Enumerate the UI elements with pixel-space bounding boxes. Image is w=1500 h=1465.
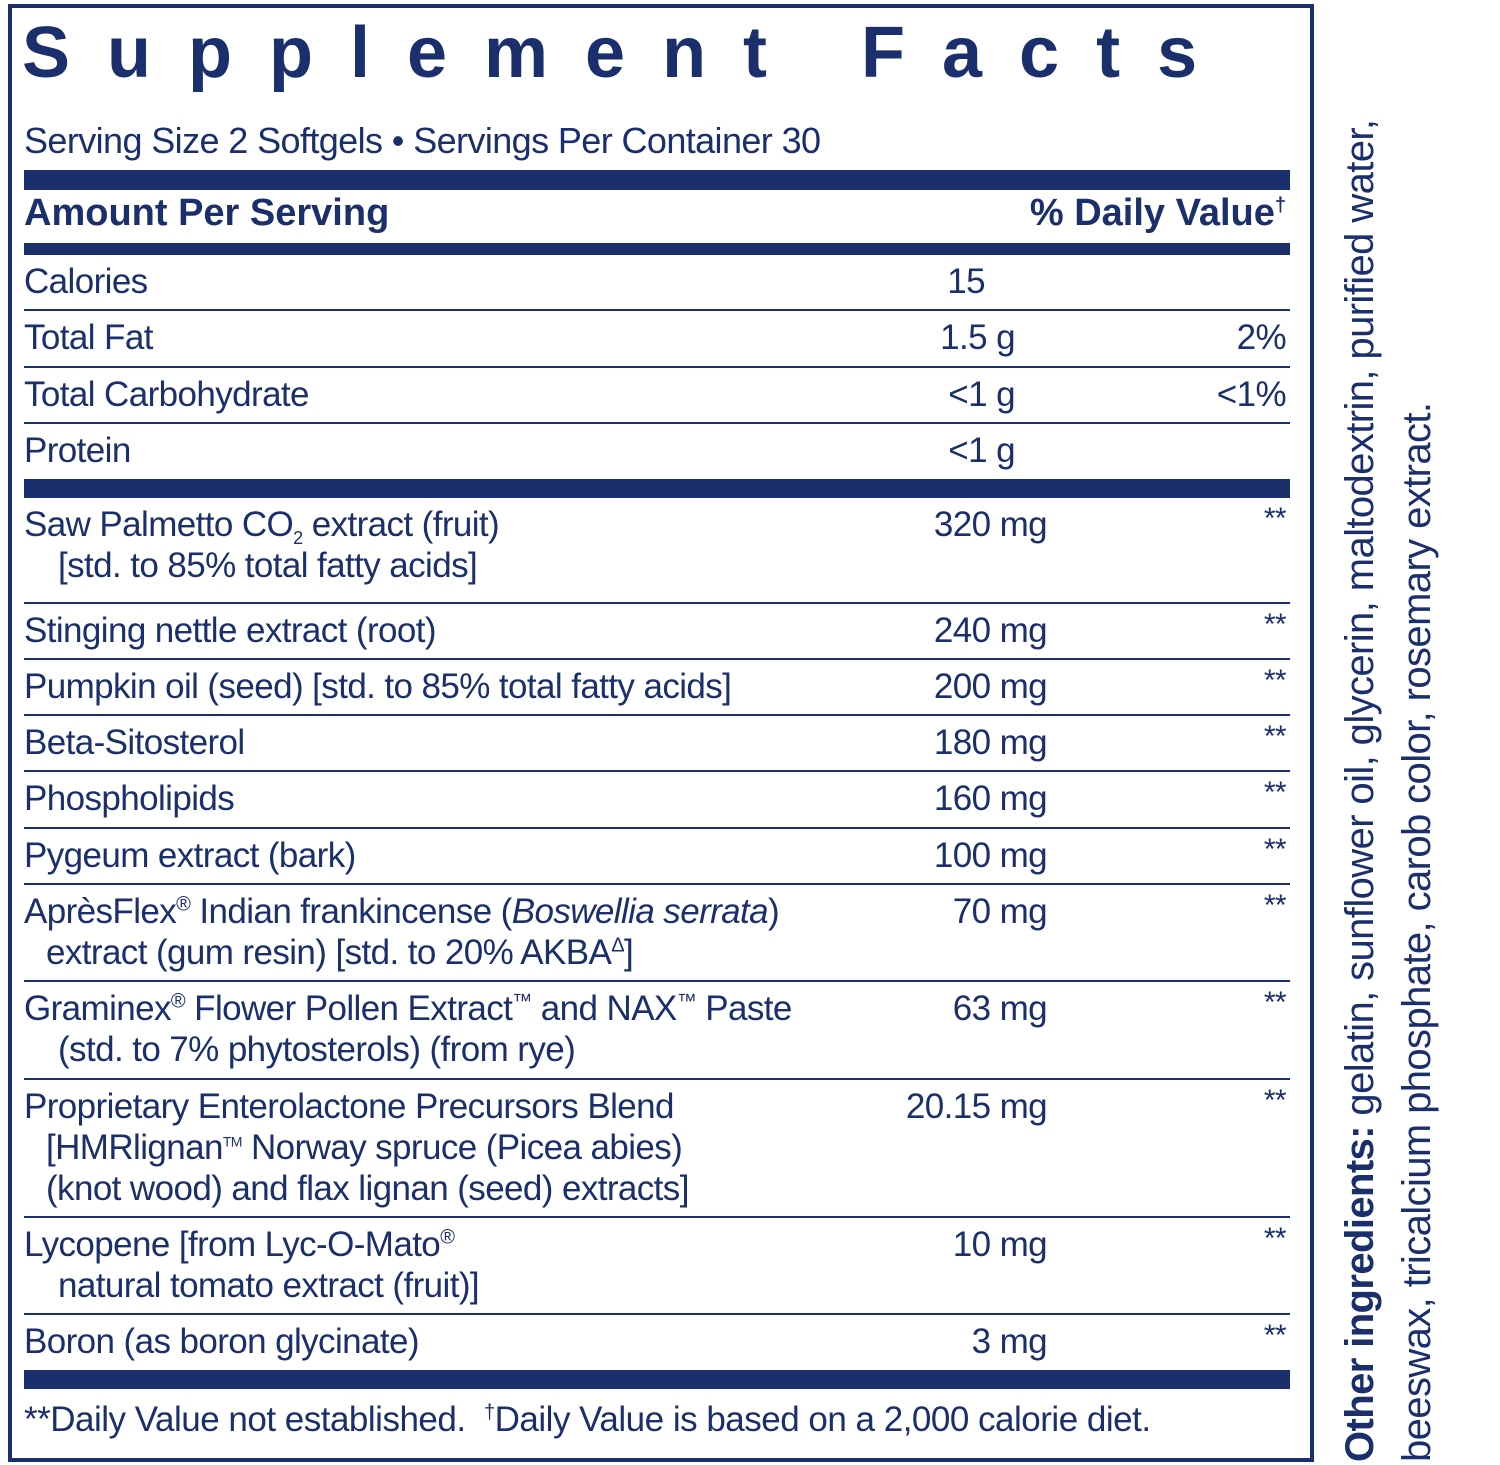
ingredient-row: Pygeum extract (bark) 100 mg ** [24, 829, 1290, 885]
label-title: Supplement Facts [22, 13, 1235, 93]
divider-medium [24, 243, 1290, 255]
divider-thick [24, 479, 1290, 498]
ingredient-rows: Saw Palmetto CO2 extract (fruit) [std. to… [24, 498, 1290, 1372]
divider-thick [24, 1370, 1290, 1389]
ingredient-row: Saw Palmetto CO2 extract (fruit) [std. to… [24, 498, 1290, 604]
ingredient-row: Lycopene [from Lyc-O-Mato® natural tomato… [24, 1218, 1290, 1315]
ingredient-row: Phospholipids 160 mg ** [24, 772, 1290, 829]
nutrient-row: Total Fat 1.5 g 2% [24, 311, 1290, 368]
nutrient-row: Protein <1 g [24, 431, 1016, 470]
ingredient-row: Pumpkin oil (seed) [std. to 85% total fa… [24, 660, 1290, 716]
column-header: Amount Per Serving % Daily Value† [24, 192, 1286, 235]
nutrient-rows: Calories 15 Total Fat 1.5 g 2% Total Carboh… [24, 255, 1290, 479]
ingredient-row: Beta-Sitosterol 180 mg ** [24, 716, 1290, 772]
footnote: **Daily Value not established. †Daily Va… [24, 1400, 1151, 1439]
amount-header: Amount Per Serving [24, 192, 390, 234]
ingredient-row: Boron (as boron glycinate) 3 mg ** [24, 1319, 1287, 1361]
label-border [8, 4, 1314, 1462]
ingredient-row: AprèsFlex® Indian frankincense (Boswelli… [24, 885, 1290, 982]
nutrient-row: Total Carbohydrate <1 g <1% [24, 368, 1290, 424]
divider-thick [24, 170, 1290, 190]
other-ingredients: Other ingredients: gelatin, sunflower oi… [1338, 119, 1439, 1462]
nutrient-row: Calories 15 [24, 255, 1290, 311]
ingredient-row: Proprietary Enterolactone Precursors Ble… [24, 1080, 1290, 1218]
dv-header: % Daily Value† [1029, 192, 1286, 234]
ingredient-row: Graminex® Flower Pollen Extract™ and NAX… [24, 982, 1290, 1080]
serving-info: Serving Size 2 Softgels • Servings Per C… [24, 120, 821, 161]
ingredient-row: Stinging nettle extract (root) 240 mg ** [24, 604, 1290, 660]
